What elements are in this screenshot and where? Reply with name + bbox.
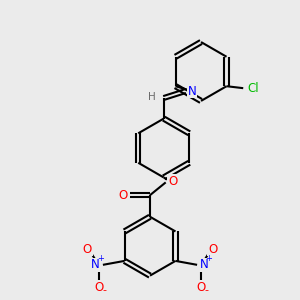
Text: O: O [168,175,177,188]
Text: O: O [94,281,103,294]
Text: -: - [205,285,209,296]
Text: N: N [188,85,197,98]
Text: -: - [103,285,107,296]
Text: O: O [118,189,127,202]
Text: N: N [200,258,209,271]
Text: O: O [196,281,206,294]
Text: +: + [206,254,212,263]
Text: Cl: Cl [247,82,259,95]
Text: N: N [91,258,100,271]
Text: O: O [82,243,92,256]
Text: +: + [97,254,104,263]
Text: O: O [208,243,218,256]
Text: H: H [148,92,156,102]
